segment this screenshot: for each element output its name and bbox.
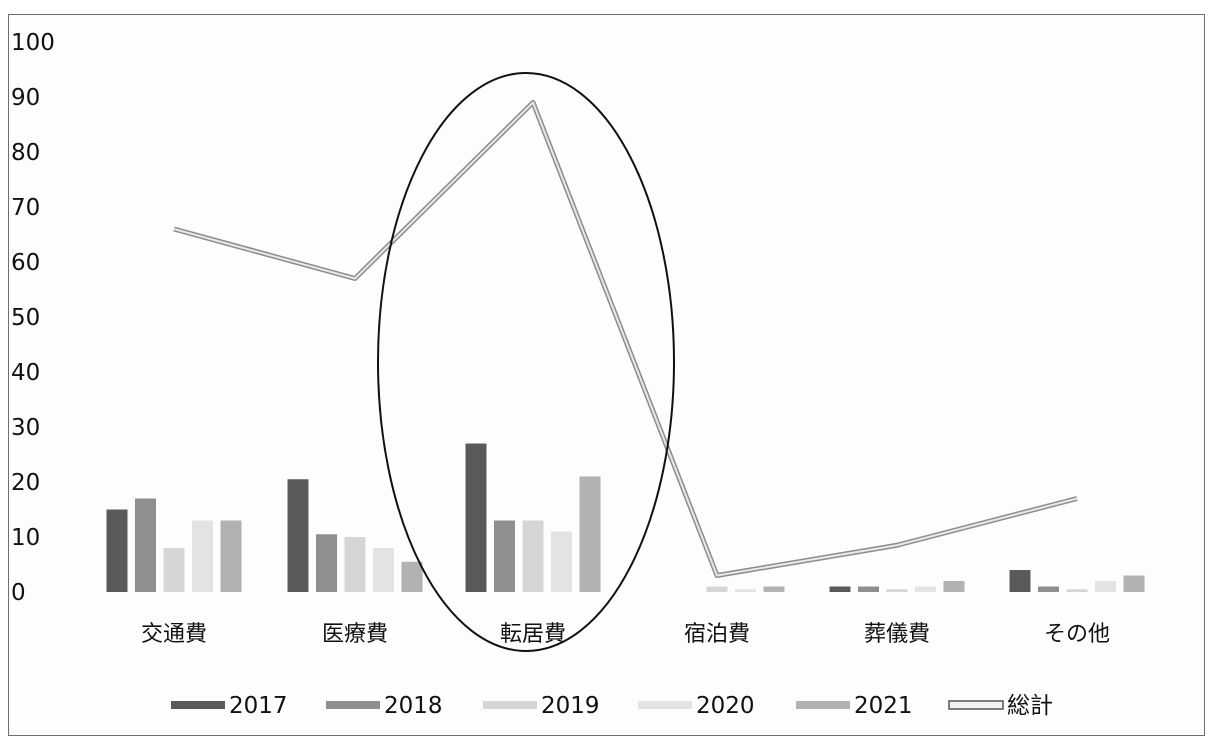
bar-2021-0 — [220, 520, 242, 592]
legend-label: 2020 — [696, 693, 755, 719]
bar-2021-1 — [401, 561, 423, 592]
legend-swatch — [171, 701, 225, 709]
legend-swatch — [796, 701, 850, 709]
bar-2018-4 — [858, 586, 879, 592]
bar-2019-4 — [886, 589, 908, 592]
bar-2019-3 — [706, 586, 728, 592]
category-label: 宿泊費 — [684, 622, 750, 647]
legend-swatch — [483, 701, 537, 709]
bar-2017-0 — [106, 509, 128, 592]
bar-series — [106, 443, 1145, 592]
bar-2020-1 — [373, 548, 394, 592]
bar-2017-5 — [1009, 570, 1031, 592]
legend-label: 総計 — [1007, 693, 1053, 719]
bar-2017-1 — [287, 479, 309, 592]
highlight-ellipse — [377, 72, 675, 652]
y-tick-label: 80 — [11, 140, 40, 166]
legend: 2017 2018 2019 2020 2021 総計 — [171, 693, 1053, 719]
bar-2019-1 — [344, 537, 366, 592]
bar-2018-5 — [1038, 586, 1059, 592]
combo-chart: 0 10 20 30 40 50 60 70 80 90 100 交通費 医療費 転居費 宿泊費 葬儀費 その… — [11, 30, 1145, 719]
bar-2021-3 — [763, 586, 785, 592]
category-label: 交通費 — [141, 622, 207, 647]
highlight-annotation — [377, 72, 675, 652]
y-tick-label: 30 — [11, 415, 40, 441]
bar-2021-5 — [1123, 575, 1145, 592]
bar-2018-1 — [316, 534, 337, 592]
y-tick-label: 20 — [11, 470, 40, 496]
bar-2020-3 — [735, 589, 756, 592]
chart-frame: 0 10 20 30 40 50 60 70 80 90 100 交通費 医療費 転居費 宿泊費 葬儀費 その… — [8, 14, 1205, 736]
y-tick-label: 90 — [11, 85, 40, 111]
bar-2021-2 — [579, 476, 601, 592]
legend-swatch — [948, 700, 1004, 710]
legend-label: 2017 — [229, 693, 288, 719]
bar-2018-2 — [494, 520, 515, 592]
bar-2020-2 — [551, 531, 572, 592]
y-tick-label: 10 — [11, 525, 40, 551]
category-label: 葬儀費 — [864, 622, 930, 647]
bar-2019-0 — [163, 548, 185, 592]
legend-label: 2018 — [384, 693, 443, 719]
y-tick-label: 50 — [11, 305, 40, 331]
bar-2018-0 — [135, 498, 156, 592]
x-axis: 交通費 医療費 転居費 宿泊費 葬儀費 その他 — [141, 622, 1110, 647]
bar-2020-4 — [915, 586, 936, 592]
bar-2017-2 — [465, 443, 487, 592]
y-tick-label: 0 — [11, 580, 26, 606]
y-tick-label: 40 — [11, 360, 40, 386]
bar-2020-0 — [192, 520, 213, 592]
category-label: 医療費 — [322, 622, 388, 647]
category-label: 転居費 — [500, 622, 566, 647]
y-axis: 0 10 20 30 40 50 60 70 80 90 100 — [11, 30, 55, 606]
bar-2021-4 — [943, 581, 965, 592]
bar-2020-5 — [1095, 581, 1116, 592]
legend-label: 2019 — [541, 693, 600, 719]
bar-2017-4 — [829, 586, 851, 592]
y-tick-label: 70 — [11, 195, 40, 221]
legend-label: 2021 — [854, 693, 913, 719]
bar-2019-2 — [522, 520, 544, 592]
y-tick-label: 100 — [11, 30, 55, 56]
legend-swatch — [326, 701, 380, 709]
total-line-series — [173, 100, 1078, 578]
y-tick-label: 60 — [11, 250, 40, 276]
bar-2019-5 — [1066, 589, 1088, 592]
total-line — [173, 101, 1078, 577]
legend-swatch — [638, 701, 692, 709]
category-label: その他 — [1044, 622, 1110, 647]
